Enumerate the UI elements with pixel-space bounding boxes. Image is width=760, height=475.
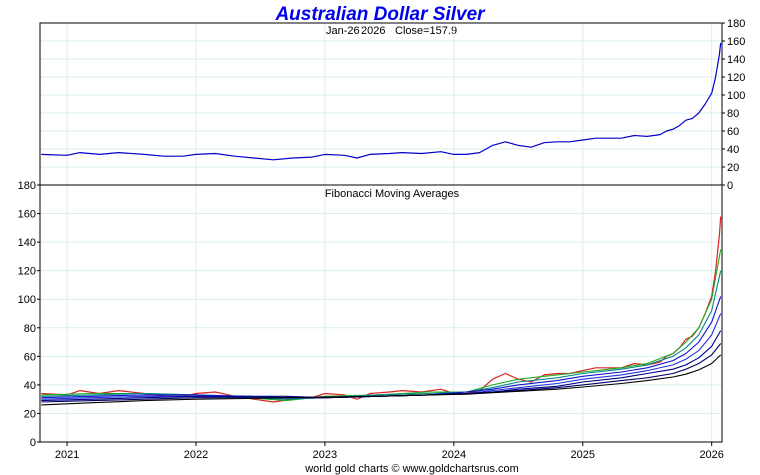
- ma-series-ma-navy: [41, 330, 722, 402]
- ma-y-tick-label: 0: [30, 437, 36, 449]
- ma-series-ma-teal: [41, 270, 722, 400]
- subtitle-date: Jan-26: [326, 25, 360, 37]
- x-tick-label: 2022: [184, 449, 208, 461]
- price-y-tick-label: 100: [727, 90, 745, 102]
- price-panel: 0 20 40 60 80 100 120 140 160 180: [39, 18, 745, 192]
- ma-y-tick-label: 100: [18, 294, 36, 306]
- price-frame: [39, 22, 723, 186]
- ma-y-tick-label: 120: [18, 266, 36, 278]
- ma-series-ma-blue-1: [41, 296, 722, 399]
- ma-y-tick-label: 80: [24, 323, 36, 335]
- subtitle-year: 2026: [361, 25, 385, 37]
- footer-credit: world gold charts © www.goldchartsrus.co…: [304, 463, 519, 475]
- x-tick-label: 2021: [55, 449, 79, 461]
- price-y-tick-label: 160: [727, 36, 745, 48]
- moving-averages-panel: 0 20 40 60 80 100 120 140 160 180 2021 2022 2023 2024…: [18, 180, 724, 461]
- ma-y-tick-label: 180: [18, 180, 36, 192]
- price-y-tick-label: 0: [727, 180, 733, 192]
- ma-y-tick-label: 160: [18, 209, 36, 221]
- price-y-tick-label: 20: [727, 162, 739, 174]
- ma-y-tick-label: 20: [24, 408, 36, 420]
- price-y-tick-label: 180: [727, 18, 745, 30]
- price-y-tick-label: 60: [727, 126, 739, 138]
- ma-y-tick-label: 60: [24, 351, 36, 363]
- ma-series-ma-black: [41, 354, 722, 406]
- ma-y-tick-label: 40: [24, 380, 36, 392]
- x-tick-label: 2024: [442, 449, 466, 461]
- ma-frame: [39, 184, 723, 443]
- ma-panel-title: Fibonacci Moving Averages: [325, 188, 460, 200]
- x-tick-label: 2023: [313, 449, 337, 461]
- subtitle-close: Close=157.9: [395, 25, 457, 37]
- chart-title: Australian Dollar Silver: [274, 4, 486, 25]
- ma-series-ma-dark-blue: [41, 343, 722, 403]
- ma-y-tick-label: 140: [18, 237, 36, 249]
- price-series-price: [41, 42, 722, 161]
- price-y-tick-label: 80: [727, 108, 739, 120]
- price-y-tick-label: 40: [727, 144, 739, 156]
- x-tick-label: 2025: [571, 449, 595, 461]
- price-y-tick-label: 120: [727, 72, 745, 84]
- price-y-tick-label: 140: [727, 54, 745, 66]
- x-tick-label: 2026: [699, 449, 723, 461]
- ma-series-price: [41, 216, 722, 403]
